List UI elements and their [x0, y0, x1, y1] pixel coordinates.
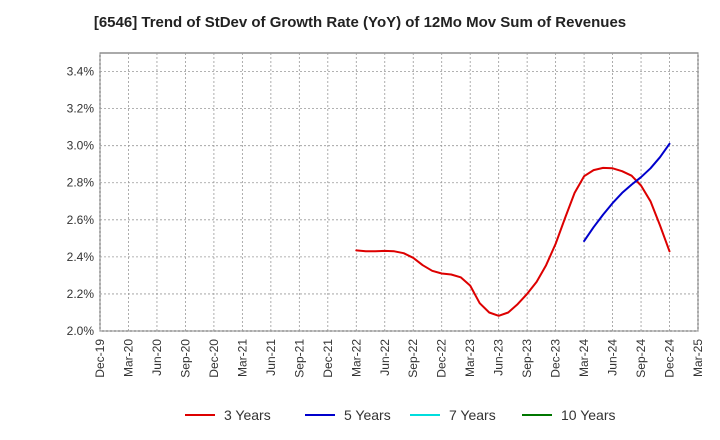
x-tick-label: Dec-20: [207, 339, 221, 378]
y-tick-label: 2.6%: [67, 213, 95, 227]
legend: 3 Years 5 Years 7 Years 10 Years: [185, 407, 616, 423]
x-tick-label: Mar-24: [577, 339, 591, 377]
y-tick-label: 2.4%: [67, 250, 95, 264]
legend-label: 5 Years: [344, 407, 391, 423]
series-group: [355, 142, 671, 317]
legend-label: 7 Years: [449, 407, 496, 423]
x-tick-label: Mar-22: [349, 339, 363, 377]
y-tick-label: 3.2%: [67, 102, 95, 116]
x-tick-label: Sep-23: [520, 339, 534, 378]
series-line-3-years: [355, 166, 671, 317]
y-axis: 2.0% 2.2% 2.4% 2.6% 2.8% 3.0% 3.2% 3.4%: [67, 65, 95, 338]
x-tick-label: Jun-21: [264, 339, 278, 376]
plot-area: [99, 52, 699, 332]
y-tick-label: 2.2%: [67, 287, 95, 301]
x-tick-label: Dec-19: [93, 339, 107, 378]
x-tick-label: Dec-21: [321, 339, 335, 378]
y-tick-label: 3.0%: [67, 139, 95, 153]
x-tick-label: Sep-22: [406, 339, 420, 378]
y-tick-label: 3.4%: [67, 65, 95, 79]
y-tick-label: 2.8%: [67, 176, 95, 190]
x-tick-label: Dec-22: [435, 339, 449, 378]
legend-label: 10 Years: [561, 407, 616, 423]
x-tick-label: Sep-21: [292, 339, 306, 378]
x-tick-label: Jun-23: [492, 339, 506, 376]
x-tick-label: Dec-23: [549, 339, 563, 378]
legend-label: 3 Years: [224, 407, 271, 423]
x-tick-label: Dec-24: [663, 339, 677, 378]
series-line-5-years: [583, 142, 671, 243]
x-tick-label: Mar-21: [235, 339, 249, 377]
x-tick-label: Mar-23: [463, 339, 477, 377]
y-tick-label: 2.0%: [67, 324, 95, 338]
x-tick-label: Jun-20: [150, 339, 164, 376]
x-tick-label: Jun-22: [378, 339, 392, 376]
x-tick-label: Jun-24: [606, 339, 620, 376]
x-tick-label: Mar-20: [121, 339, 135, 377]
chart-title: [6546] Trend of StDev of Growth Rate (Yo…: [93, 14, 627, 31]
x-tick-label: Mar-25: [691, 339, 705, 377]
x-tick-label: Sep-20: [178, 339, 192, 378]
x-axis: Dec-19 Mar-20 Jun-20 Sep-20 Dec-20 Mar-21 Jun-…: [93, 339, 705, 378]
x-tick-label: Sep-24: [634, 339, 648, 378]
